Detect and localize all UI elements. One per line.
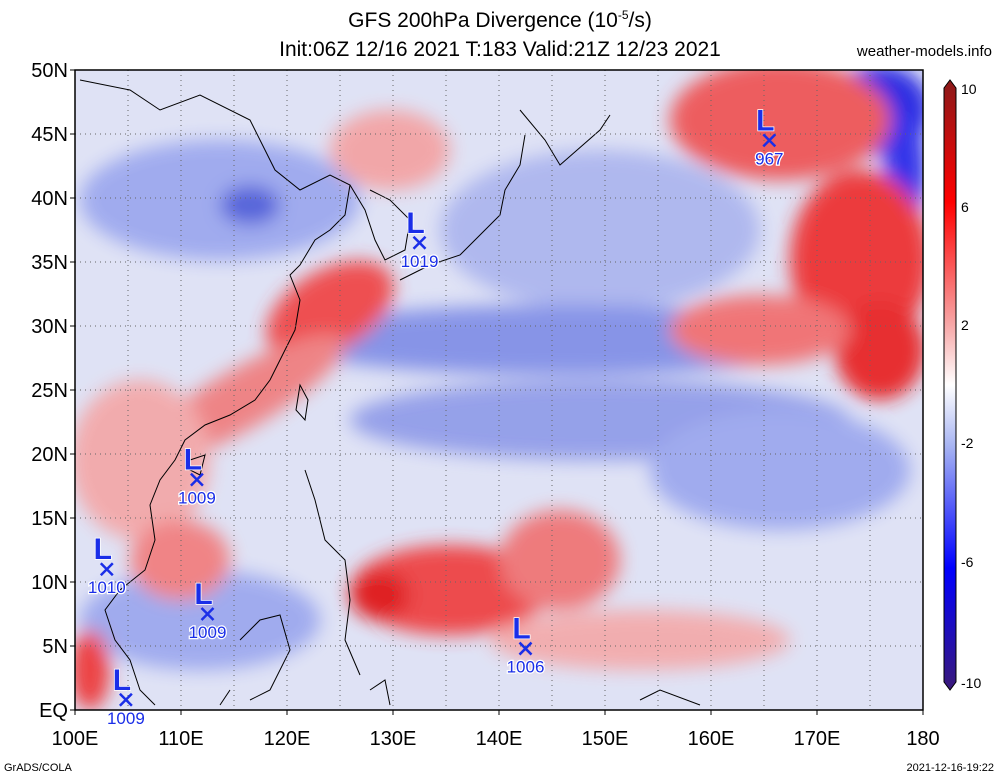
low-symbol: L [113, 664, 131, 697]
low-marker: L 967 [754, 104, 785, 170]
low-center-mark [762, 133, 777, 148]
lat-tick-label: EQ [39, 700, 68, 722]
colorbar-label: -10 [961, 675, 981, 691]
colorbar: 10 6 2 -2 -6 -10 [943, 79, 981, 691]
lat-tick-label: 10N [31, 572, 68, 594]
low-marker: L 1009 [187, 577, 227, 643]
low-marker: L 1009 [177, 443, 217, 509]
low-center-mark [200, 607, 215, 621]
colorbar-label: 10 [961, 81, 977, 97]
low-pressure-value: 1009 [189, 623, 227, 642]
lon-tick-label: 180 [906, 728, 939, 750]
lon-tick-label: 130E [370, 728, 417, 750]
low-symbol: L [512, 613, 530, 646]
timestamp: 2021-12-16-19:22 [906, 762, 994, 774]
low-symbol: L [94, 533, 112, 566]
low-pressure-value: 1006 [507, 658, 545, 677]
lon-tick-label: 170E [794, 728, 841, 750]
low-center-mark [518, 641, 533, 656]
map-title: GFS 200hPa Divergence (10-5/s) [0, 8, 1000, 33]
software-credit: GrADS/COLA [4, 762, 72, 774]
lat-tick-label: 25N [31, 380, 68, 402]
lat-tick-label: 20N [31, 444, 68, 466]
low-symbol: L [194, 578, 212, 611]
low-center-mark [99, 562, 114, 577]
lon-tick-label: 110E [158, 728, 203, 750]
lon-tick-label: 150E [582, 728, 629, 750]
low-center-mark [412, 235, 427, 250]
lon-tick-label: 140E [476, 728, 523, 750]
low-marker: L 1009 [106, 663, 146, 729]
low-marker: L 1019 [399, 206, 439, 272]
low-pressure-value: 1010 [88, 578, 126, 597]
lat-tick-label: 35N [31, 252, 68, 274]
low-marker: L 1010 [87, 532, 127, 598]
colorbar-label: 6 [961, 199, 969, 215]
colorbar-label: 2 [961, 317, 969, 333]
lat-tick-label: 40N [31, 188, 68, 210]
colorbar-label: -2 [961, 435, 974, 451]
lat-tick-label: 15N [31, 508, 68, 530]
lon-tick-label: 160E [688, 728, 735, 750]
coastlines [79, 79, 701, 706]
title-exponent: -5 [617, 8, 629, 22]
graticule [75, 70, 923, 710]
low-pressure-value: 1009 [107, 709, 145, 728]
axis-ticks: 100E 110E 120E 130E 140E 150E 160E 170E 180 EQ 5N 1… [31, 60, 939, 750]
lat-tick-label: 5N [42, 636, 68, 658]
lat-tick-label: 45N [31, 124, 68, 146]
low-pressure-markers: L 1019 L 967 L 1009 L 1010 L 1009 L 1006 L 1009 [87, 104, 785, 729]
map-subtitle: Init:06Z 12/16 2021 T:183 Valid:21Z 12/2… [279, 38, 721, 61]
low-symbol: L [406, 207, 424, 240]
low-pressure-value: 1009 [178, 489, 216, 508]
low-pressure-value: 967 [755, 149, 783, 168]
low-pressure-value: 1019 [401, 252, 439, 271]
lon-tick-label: 100E [52, 728, 99, 750]
low-marker: L 1006 [505, 612, 545, 678]
low-symbol: L [756, 104, 774, 137]
colorbar-label: -6 [961, 554, 974, 570]
low-center-mark [190, 472, 204, 487]
lat-tick-label: 30N [31, 316, 68, 338]
lon-tick-label: 120E [264, 728, 311, 750]
low-center-mark [118, 692, 133, 707]
divergence-field [75, 70, 923, 710]
title-unit: /s) [628, 9, 652, 32]
title-text: GFS 200hPa Divergence (10 [348, 9, 618, 32]
low-symbol: L [184, 444, 202, 477]
site-credit: weather-models.info [856, 43, 992, 60]
lat-tick-label: 50N [31, 60, 68, 82]
